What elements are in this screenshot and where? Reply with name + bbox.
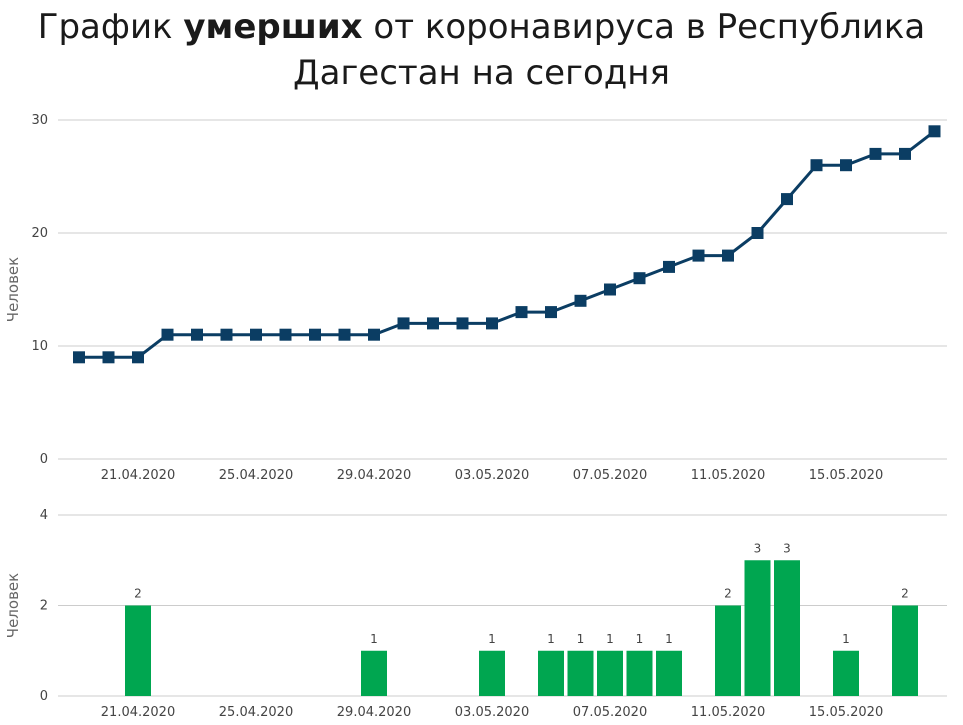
page-title: График умерших от коронавируса в Республ… [0,4,963,96]
daily-deaths-bar-chart: 0 2 4 Человек 21.04.2020 25.04.2020 29.04.2020… [4,508,947,720]
y-tick-label: 0 [40,452,48,467]
bar-value-label: 1 [665,632,673,646]
data-point-marker [132,351,144,364]
bar [833,650,859,696]
x-tick-label: 21.04.2020 [101,468,175,483]
data-point-marker [840,159,852,172]
x-tick-label: 03.05.2020 [455,468,529,483]
bar-value-label: 2 [134,587,142,601]
bar [774,560,800,696]
x-tick-label: 07.05.2020 [573,468,647,483]
bar-value-label: 1 [547,632,555,646]
x-tick-label: 29.04.2020 [337,705,411,720]
series-line [79,130,936,359]
y-tick-label: 2 [40,599,48,614]
data-point-marker [574,294,587,307]
data-point-marker [456,317,469,330]
bar-value-label: 2 [901,587,909,601]
x-tick-label: 25.04.2020 [219,705,293,720]
data-point-marker [279,328,292,341]
bar-value-label: 3 [783,541,791,555]
title-line-2: Дагестан на сегодня [293,53,670,93]
data-point-marker [397,317,410,330]
bar [479,650,505,696]
bar [538,650,564,696]
bar-value-label: 1 [488,632,496,646]
data-point-marker [604,283,616,296]
cumulative-deaths-line-chart: 0 10 20 30 Человек 21.04.2020 25.04.2020 29.04.… [4,113,947,483]
data-point-marker [338,328,351,341]
data-point-marker [486,317,498,330]
y-tick-label: 20 [31,226,48,241]
bar [744,560,771,696]
data-point-marker [250,328,262,341]
data-point-marker [220,328,233,341]
data-point-marker [633,272,646,285]
x-tick-label: 29.04.2020 [337,468,411,483]
bar-value-label: 1 [842,632,850,646]
data-point-marker [545,306,557,319]
y-axis-label: Человек [4,257,22,322]
data-point-marker [427,317,439,330]
bar [567,650,594,696]
data-point-marker [368,328,380,341]
data-point-marker [692,249,705,262]
bar [656,650,682,696]
bar [715,605,741,696]
data-point-marker [899,147,911,160]
bar [597,650,623,696]
bar [125,605,151,696]
x-tick-label: 07.05.2020 [573,705,647,720]
y-tick-label: 0 [40,689,48,704]
data-point-marker [722,249,734,262]
y-axis-label: Человек [4,573,22,638]
bar-value-label: 1 [577,632,585,646]
data-point-marker [751,227,764,239]
data-point-marker [73,351,85,364]
data-point-marker [928,125,941,138]
bar-value-label: 2 [724,587,732,601]
data-point-marker [781,193,793,206]
bar [892,605,918,696]
y-tick-label: 4 [40,508,48,523]
title-suffix: от коронавируса в Республика [362,7,926,47]
data-point-marker [102,351,115,364]
bar-value-label: 1 [370,632,378,646]
bar-value-label: 1 [606,632,614,646]
x-tick-label: 03.05.2020 [455,705,529,720]
title-line-1: График умерших от коронавируса в Республ… [0,4,963,50]
title-prefix: График [37,7,184,47]
x-tick-label: 15.05.2020 [809,705,883,720]
bar-value-label: 1 [636,632,644,646]
data-point-marker [515,306,528,319]
title-bold-word: умерших [183,7,363,47]
x-tick-label: 21.04.2020 [101,705,175,720]
data-point-marker [810,159,823,172]
bar-value-label: 3 [754,541,762,555]
bar [361,650,387,696]
y-tick-label: 10 [31,339,48,354]
data-point-marker [869,147,882,160]
x-tick-label: 25.04.2020 [219,468,293,483]
data-point-marker [309,328,321,341]
bar [626,650,653,696]
data-point-marker [161,328,174,341]
y-tick-label: 30 [31,113,48,128]
data-point-marker [191,328,203,341]
x-tick-label: 15.05.2020 [809,468,883,483]
data-point-marker [663,260,675,273]
x-tick-label: 11.05.2020 [691,705,765,720]
x-tick-label: 11.05.2020 [691,468,765,483]
